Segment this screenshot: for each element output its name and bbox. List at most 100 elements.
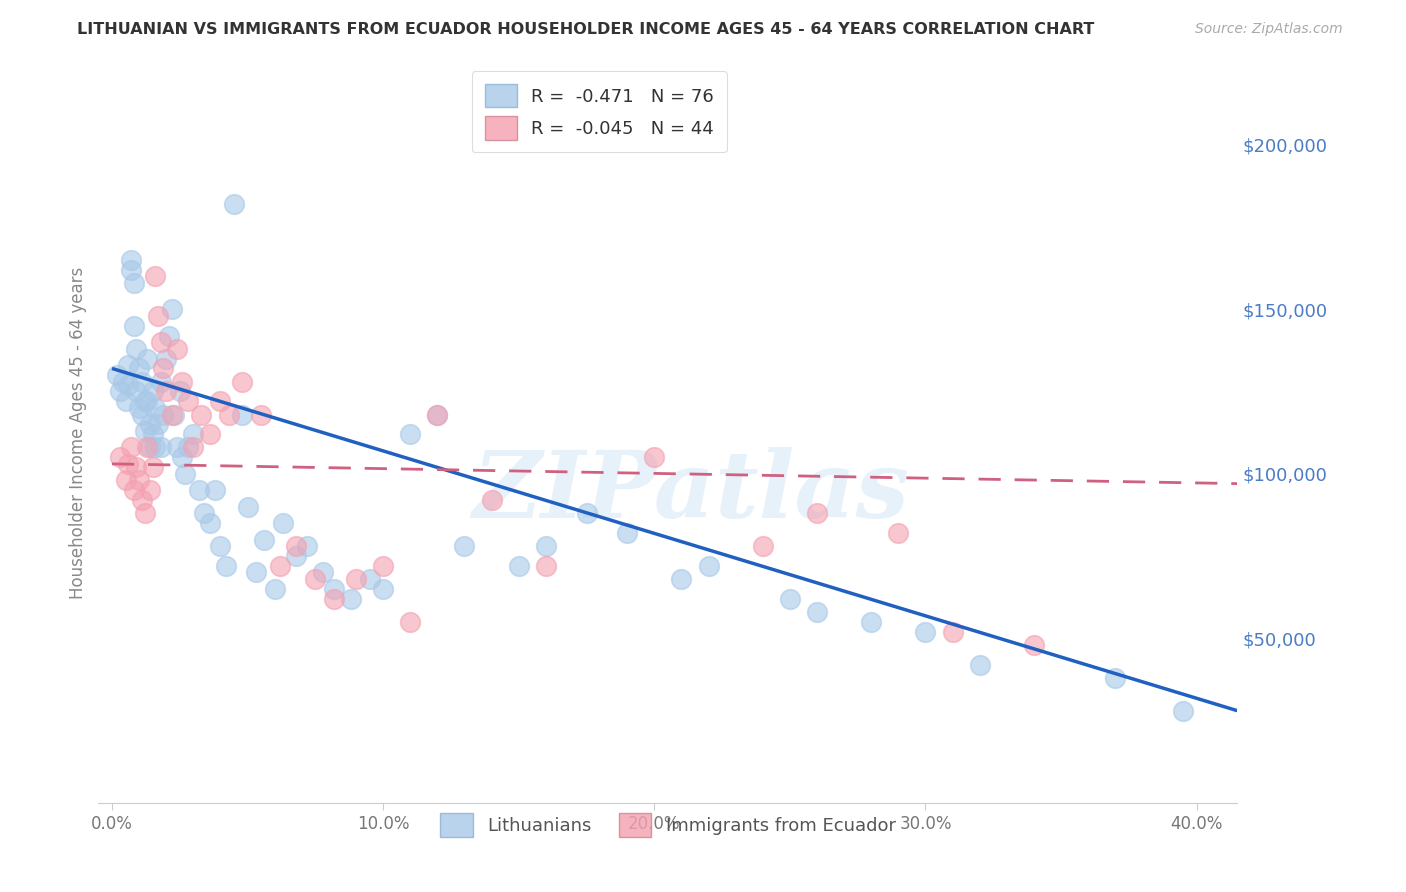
Point: [481, 493, 503, 508]
Point: [323, 591, 346, 606]
Point: [297, 539, 319, 553]
Point: [399, 427, 422, 442]
Point: [172, 450, 194, 465]
Point: [152, 408, 174, 422]
Point: [131, 375, 153, 389]
Point: [253, 533, 276, 547]
Point: [245, 566, 267, 580]
Point: [285, 549, 308, 563]
Point: [806, 506, 828, 520]
Point: [198, 516, 221, 530]
Point: [117, 378, 139, 392]
Point: [269, 558, 291, 573]
Point: [125, 384, 148, 399]
Point: [160, 302, 183, 317]
Point: [142, 460, 165, 475]
Point: [344, 572, 367, 586]
Point: [149, 441, 172, 455]
Point: [172, 375, 194, 389]
Point: [117, 358, 139, 372]
Point: [534, 558, 557, 573]
Point: [145, 269, 167, 284]
Point: [1022, 638, 1045, 652]
Point: [146, 309, 169, 323]
Point: [860, 615, 883, 629]
Point: [236, 500, 259, 514]
Point: [145, 441, 167, 455]
Point: [312, 566, 335, 580]
Point: [160, 408, 183, 422]
Point: [671, 572, 693, 586]
Point: [575, 506, 598, 520]
Point: [108, 384, 131, 399]
Point: [177, 394, 200, 409]
Point: [779, 591, 801, 606]
Point: [108, 450, 131, 465]
Point: [204, 483, 226, 498]
Point: [190, 408, 212, 422]
Point: [157, 328, 180, 343]
Point: [120, 441, 142, 455]
Point: [209, 394, 232, 409]
Point: [285, 539, 308, 553]
Point: [152, 361, 174, 376]
Point: [271, 516, 294, 530]
Point: [426, 408, 449, 422]
Point: [166, 441, 188, 455]
Y-axis label: Householder Income Ages 45 - 64 years: Householder Income Ages 45 - 64 years: [69, 267, 87, 599]
Point: [453, 539, 475, 553]
Point: [111, 375, 134, 389]
Point: [142, 384, 165, 399]
Point: [231, 375, 253, 389]
Point: [166, 342, 188, 356]
Point: [131, 493, 153, 508]
Point: [155, 384, 177, 399]
Point: [128, 401, 150, 415]
Point: [177, 441, 200, 455]
Point: [136, 394, 159, 409]
Point: [183, 427, 205, 442]
Point: [139, 417, 162, 432]
Point: [1171, 704, 1194, 718]
Point: [969, 657, 991, 672]
Point: [174, 467, 197, 481]
Point: [193, 506, 215, 520]
Point: [125, 342, 148, 356]
Point: [616, 526, 638, 541]
Point: [136, 441, 159, 455]
Point: [752, 539, 775, 553]
Point: [149, 375, 172, 389]
Point: [887, 526, 910, 541]
Legend: Lithuanians, Immigrants from Ecuador: Lithuanians, Immigrants from Ecuador: [427, 801, 908, 849]
Point: [304, 572, 326, 586]
Point: [643, 450, 665, 465]
Point: [426, 408, 449, 422]
Point: [122, 318, 145, 333]
Text: LITHUANIAN VS IMMIGRANTS FROM ECUADOR HOUSEHOLDER INCOME AGES 45 - 64 YEARS CORR: LITHUANIAN VS IMMIGRANTS FROM ECUADOR HO…: [77, 22, 1095, 37]
Point: [107, 368, 129, 382]
Point: [339, 591, 361, 606]
Point: [198, 427, 221, 442]
Point: [371, 582, 394, 596]
Text: ZIPatlas: ZIPatlas: [472, 447, 910, 537]
Text: Source: ZipAtlas.com: Source: ZipAtlas.com: [1195, 22, 1343, 37]
Point: [163, 408, 186, 422]
Point: [128, 361, 150, 376]
Point: [114, 473, 136, 487]
Point: [120, 262, 142, 277]
Point: [155, 351, 177, 366]
Point: [914, 624, 936, 639]
Point: [146, 417, 169, 432]
Point: [231, 408, 253, 422]
Point: [534, 539, 557, 553]
Point: [222, 197, 245, 211]
Point: [136, 351, 159, 366]
Point: [218, 408, 240, 422]
Point: [134, 394, 156, 409]
Point: [359, 572, 381, 586]
Point: [942, 624, 965, 639]
Point: [399, 615, 422, 629]
Point: [250, 408, 273, 422]
Point: [215, 558, 238, 573]
Point: [145, 401, 167, 415]
